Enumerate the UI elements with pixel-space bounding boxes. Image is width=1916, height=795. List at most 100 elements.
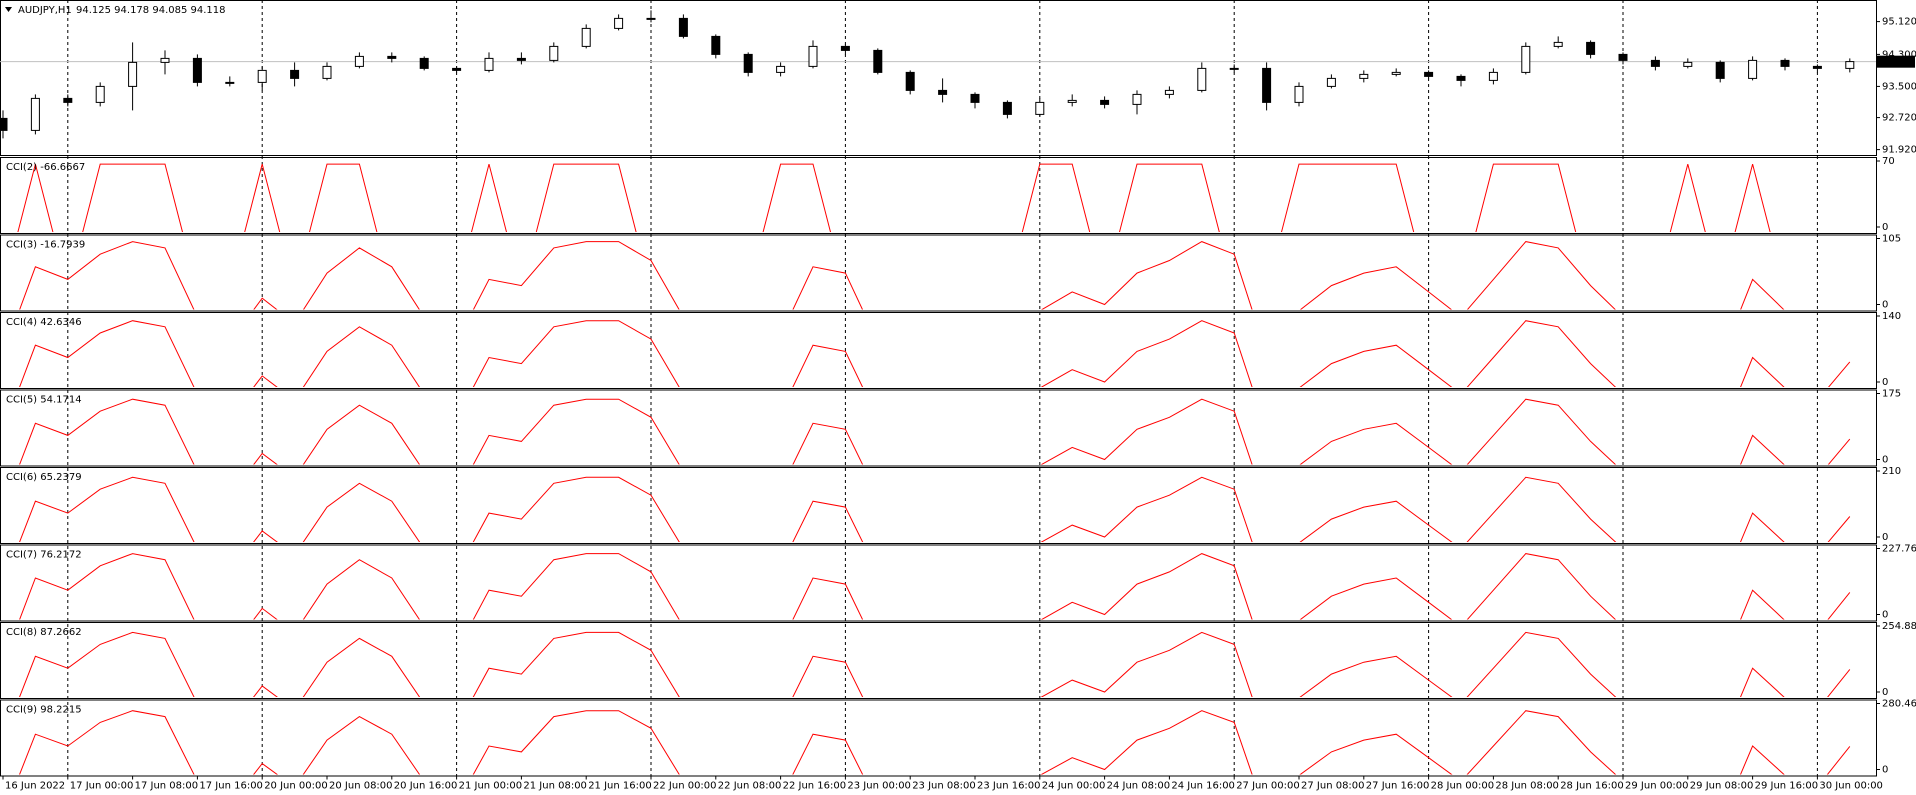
candle-body xyxy=(711,35,721,55)
panel-frame xyxy=(0,389,1877,467)
candle-body xyxy=(1553,41,1563,47)
candle-body xyxy=(1650,59,1660,67)
panel-frame xyxy=(0,234,1877,312)
y-tick-label: 0 xyxy=(1882,455,1888,466)
candle-body xyxy=(1586,41,1596,55)
indicator-line xyxy=(17,163,1771,232)
indicator-line xyxy=(19,476,1851,542)
candle-body xyxy=(516,57,526,61)
candle-body xyxy=(1326,77,1336,87)
panel-frame xyxy=(0,699,1877,777)
candle-body xyxy=(1067,99,1077,103)
x-tick-label: 21 Jun 08:00 xyxy=(523,781,587,792)
panel-title: AUDJPY,H1 xyxy=(18,5,72,16)
y-tick-label: 0 xyxy=(1882,300,1888,311)
candle-body xyxy=(1456,75,1466,81)
x-tick-label: 16 Jun 2022 xyxy=(5,781,65,792)
y-tick-label: 0 xyxy=(1882,687,1888,698)
candle-body xyxy=(419,57,429,69)
candle-body xyxy=(0,117,8,131)
candle-body xyxy=(225,81,235,84)
y-tick-label: 95.120 xyxy=(1882,17,1916,28)
candle-body xyxy=(776,65,786,73)
candle-body xyxy=(1359,73,1369,79)
candle-body xyxy=(808,45,818,67)
panel-frame xyxy=(0,622,1877,699)
y-tick-label: 227.7652 xyxy=(1882,544,1916,555)
y-tick-label: 175 xyxy=(1882,389,1901,400)
candle-body xyxy=(1035,101,1045,115)
candle-body xyxy=(970,93,980,103)
x-tick-label: 24 Jun 08:00 xyxy=(1107,781,1171,792)
candle-body xyxy=(1197,67,1207,91)
y-tick-label: 91.920 xyxy=(1882,145,1916,156)
panel-frame xyxy=(0,157,1877,234)
indicator-line xyxy=(19,398,1851,465)
x-tick-label: 22 Jun 08:00 xyxy=(718,781,782,792)
candle-body xyxy=(354,55,364,67)
candle-body xyxy=(95,85,105,103)
panel-title: CCI(5) 54.1714 xyxy=(6,395,82,406)
candle-body xyxy=(452,67,462,71)
candle-body xyxy=(322,65,332,79)
candle-body xyxy=(1780,59,1790,67)
x-tick-label: 27 Jun 08:00 xyxy=(1301,781,1365,792)
candle-body xyxy=(30,97,40,131)
candle-body xyxy=(743,53,753,73)
candle-body xyxy=(192,57,202,83)
candle-body xyxy=(1488,71,1498,81)
indicator-line xyxy=(19,320,1851,387)
y-tick-label: 140 xyxy=(1882,311,1901,322)
x-tick-label: 27 Jun 00:00 xyxy=(1236,781,1300,792)
y-tick-label: 0 xyxy=(1882,610,1888,621)
candle-body xyxy=(257,69,267,83)
x-tick-label: 23 Jun 08:00 xyxy=(912,781,976,792)
panel-frame xyxy=(0,312,1877,389)
candle-body xyxy=(938,89,948,95)
y-tick-label: 210 xyxy=(1882,466,1901,477)
candle-body xyxy=(1132,93,1142,105)
indicator-line xyxy=(19,710,1851,775)
candle-body xyxy=(1164,89,1174,95)
candle-body xyxy=(290,69,300,79)
candle-body xyxy=(128,61,138,87)
candle-body xyxy=(581,27,591,47)
x-tick-label: 30 Jun 00:00 xyxy=(1819,781,1883,792)
candle-body xyxy=(905,71,915,91)
x-tick-label: 28 Jun 00:00 xyxy=(1431,781,1495,792)
x-tick-label: 29 Jun 16:00 xyxy=(1755,781,1819,792)
candle-body xyxy=(1100,99,1110,105)
candle-body xyxy=(63,97,73,103)
panel-title: CCI(8) 87.2662 xyxy=(6,627,82,638)
x-tick-label: 24 Jun 00:00 xyxy=(1042,781,1106,792)
y-tick-label: 280.4677 xyxy=(1882,699,1916,710)
panel-subtitle: 94.125 94.178 94.085 94.118 xyxy=(76,5,226,16)
candle-body xyxy=(1521,45,1531,73)
candle-body xyxy=(614,17,624,29)
y-tick-label: 0 xyxy=(1882,532,1888,543)
price-tag-label: 94.118 xyxy=(1879,57,1914,68)
candle-body xyxy=(1683,61,1693,67)
panel-title: CCI(4) 42.6346 xyxy=(6,317,82,328)
candle-body xyxy=(1424,71,1434,77)
x-tick-label: 28 Jun 08:00 xyxy=(1495,781,1559,792)
panel-title: CCI(7) 76.2172 xyxy=(6,550,82,561)
indicator-line xyxy=(19,631,1851,697)
x-tick-label: 17 Jun 16:00 xyxy=(199,781,263,792)
x-tick-label: 28 Jun 16:00 xyxy=(1560,781,1624,792)
y-tick-label: 70 xyxy=(1882,156,1895,167)
candle-body xyxy=(1748,59,1758,79)
candle-body xyxy=(484,57,494,71)
x-tick-label: 21 Jun 16:00 xyxy=(588,781,652,792)
y-tick-label: 105 xyxy=(1882,234,1901,245)
candle-body xyxy=(646,17,656,20)
panel-title: CCI(6) 65.2379 xyxy=(6,472,82,483)
candle-body xyxy=(1618,53,1628,61)
candle-body xyxy=(678,17,688,37)
panel-frame xyxy=(0,467,1877,544)
candle-body xyxy=(1294,85,1304,103)
x-tick-label: 22 Jun 00:00 xyxy=(653,781,717,792)
candle-body xyxy=(387,55,397,59)
candle-body xyxy=(549,45,559,61)
panel-title: CCI(9) 98.2215 xyxy=(6,705,82,716)
